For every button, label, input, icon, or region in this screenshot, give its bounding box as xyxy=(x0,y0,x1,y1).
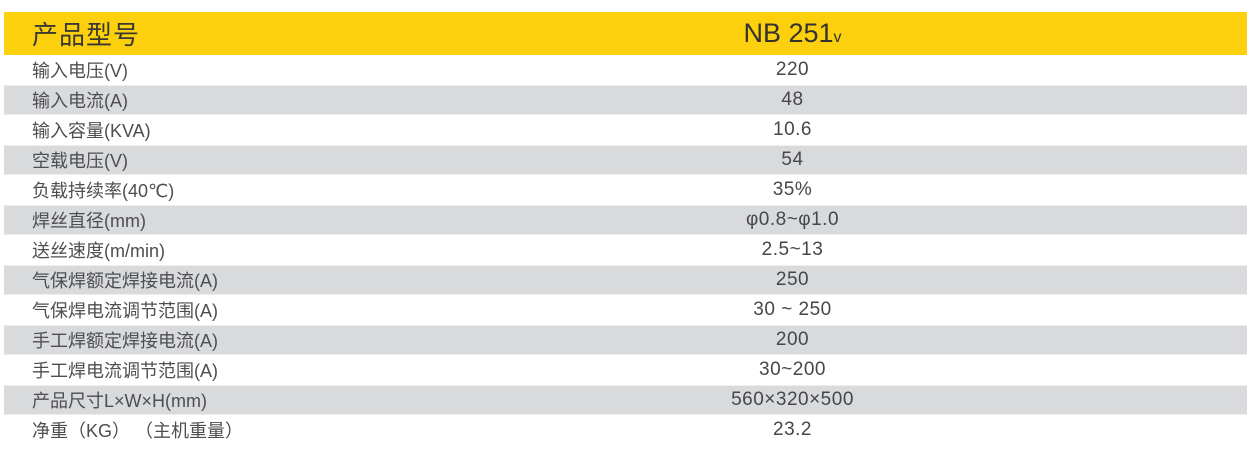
product-spec-table: 产品型号 NB 251v 输入电压(V) 220 输入电流(A) 48 输入容量… xyxy=(4,12,1247,445)
spec-label: 输入电压(V) xyxy=(32,61,128,81)
table-row: 空载电压(V) 54 xyxy=(4,145,1247,175)
spec-label: 气保焊电流调节范围(A) xyxy=(32,301,218,321)
spec-value: φ0.8~φ1.0 xyxy=(745,209,840,230)
table-row: 手工焊额定焊接电流(A) 200 xyxy=(4,325,1247,355)
table-row: 气保焊额定焊接电流(A) 250 xyxy=(4,265,1247,295)
spec-label: 负载持续率(40℃) xyxy=(32,181,175,201)
spec-value: 48 xyxy=(781,89,804,110)
spec-value: 30 ~ 250 xyxy=(753,299,832,320)
spec-label: 送丝速度(m/min) xyxy=(32,241,165,261)
spec-table-header-row: 产品型号 NB 251v xyxy=(4,12,1247,55)
table-row: 气保焊电流调节范围(A) 30 ~ 250 xyxy=(4,295,1247,325)
spec-label: 输入电流(A) xyxy=(32,91,128,111)
spec-label: 焊丝直径(mm) xyxy=(32,211,146,231)
spec-label: 手工焊电流调节范围(A) xyxy=(32,361,218,381)
table-row: 输入容量(KVA) 10.6 xyxy=(4,115,1247,145)
spec-value: 35% xyxy=(772,179,813,200)
table-row: 负载持续率(40℃) 35% xyxy=(4,175,1247,205)
spec-label: 净重（KG） （主机重量） xyxy=(32,421,244,441)
table-row: 送丝速度(m/min) 2.5~13 xyxy=(4,235,1247,265)
table-row: 产品尺寸L×W×H(mm) 560×320×500 xyxy=(4,385,1247,415)
model-number: NB 251 xyxy=(743,18,834,48)
table-row: 输入电流(A) 48 xyxy=(4,85,1247,115)
spec-rows-container: 输入电压(V) 220 输入电流(A) 48 输入容量(KVA) 10.6 空载… xyxy=(4,55,1247,445)
spec-value: 250 xyxy=(775,269,810,290)
header-label-product-model: 产品型号 xyxy=(32,20,141,50)
spec-label: 空载电压(V) xyxy=(32,151,128,171)
spec-label: 气保焊额定焊接电流(A) xyxy=(32,271,218,291)
spec-label: 手工焊额定焊接电流(A) xyxy=(32,331,218,351)
spec-value: 2.5~13 xyxy=(761,239,824,260)
spec-value: 220 xyxy=(775,59,810,80)
spec-label: 输入容量(KVA) xyxy=(32,121,151,141)
model-suffix: v xyxy=(833,29,842,46)
spec-value: 54 xyxy=(781,149,804,170)
spec-value: 10.6 xyxy=(773,119,812,140)
spec-value: 30~200 xyxy=(759,359,826,380)
table-row: 手工焊电流调节范围(A) 30~200 xyxy=(4,355,1247,385)
spec-value: 560×320×500 xyxy=(731,389,854,410)
table-row: 净重（KG） （主机重量） 23.2 xyxy=(4,415,1247,445)
table-row: 焊丝直径(mm) φ0.8~φ1.0 xyxy=(4,205,1247,235)
table-row: 输入电压(V) 220 xyxy=(4,55,1247,85)
spec-value: 23.2 xyxy=(773,419,812,440)
header-model-value: NB 251v xyxy=(338,18,1247,49)
spec-value: 200 xyxy=(775,329,810,350)
spec-label: 产品尺寸L×W×H(mm) xyxy=(32,391,207,411)
